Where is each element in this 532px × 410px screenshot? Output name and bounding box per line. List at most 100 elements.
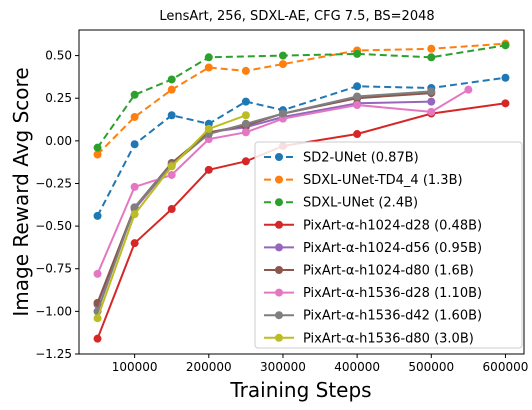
y-tick-label: 0.50 [45, 49, 72, 63]
legend-label: SD2-UNet (0.87B) [303, 151, 419, 166]
legend-label: PixArt-α-h1536-d42 (1.60B) [303, 309, 482, 324]
data-point [204, 53, 213, 62]
data-point [167, 162, 176, 171]
legend-swatch-marker [275, 220, 283, 229]
y-tick-label: 0.25 [45, 91, 72, 105]
plot-area-frame [78, 29, 525, 355]
legend-item: PixArt-α-h1536-d80 (3.0B) [264, 331, 474, 346]
legend-item: PixArt-α-h1024-d80 (1.6B) [264, 264, 474, 279]
data-point [278, 109, 287, 118]
data-point [130, 210, 139, 219]
series-layer [93, 39, 510, 343]
data-point [204, 63, 213, 72]
legend-item: PixArt-α-h1536-d42 (1.60B) [264, 309, 482, 324]
data-point [204, 165, 213, 174]
data-point [353, 130, 362, 139]
legend-swatch-marker [275, 311, 283, 320]
data-point [167, 85, 176, 94]
legend-swatch-marker [275, 153, 283, 161]
legend-label: PixArt-α-h1024-d80 (1.6B) [303, 264, 474, 279]
x-axis-title: Training Steps [229, 378, 371, 402]
data-point [241, 157, 250, 166]
legend-swatch-marker [275, 266, 283, 274]
y-axis-title: Image Reward Avg Score [9, 67, 33, 316]
data-point [501, 73, 510, 82]
x-tick-label: 200000 [186, 360, 232, 374]
legend-label: SDXL-UNet-TD4_4 (1.3B) [303, 173, 463, 188]
series-8 [93, 87, 436, 316]
legend-label: SDXL-UNet (2.4B) [303, 196, 418, 211]
data-point [278, 51, 287, 60]
y-tick-label: −1.00 [35, 304, 72, 318]
legend-swatch-marker [275, 198, 283, 207]
y-tick-label: −0.25 [35, 176, 72, 190]
y-tick-label: 0.00 [45, 134, 72, 148]
data-point [130, 112, 139, 121]
data-point [353, 101, 362, 110]
data-point [241, 111, 250, 120]
legend-item: PixArt-α-h1024-d28 (0.48B) [264, 218, 482, 233]
data-point [427, 44, 436, 53]
data-point [278, 60, 287, 69]
data-point [427, 97, 436, 106]
legend-label: PixArt-α-h1024-d28 (0.48B) [303, 218, 482, 233]
chart-title: LensArt, 256, SDXL-AE, CFG 7.5, BS=2048 [159, 9, 434, 24]
data-point [130, 140, 139, 149]
x-tick-label: 300000 [260, 360, 306, 374]
legend-label: PixArt-α-h1536-d28 (1.10B) [303, 286, 482, 301]
data-point [241, 66, 250, 75]
data-point [427, 87, 436, 96]
data-point [241, 128, 250, 137]
legend-swatch-marker [275, 333, 283, 342]
x-tick-label: 400000 [334, 360, 380, 374]
data-point [93, 211, 102, 220]
x-tick-label: 100000 [112, 360, 158, 374]
data-point [353, 92, 362, 101]
y-tick-label: −1.25 [35, 347, 72, 361]
series-2 [93, 39, 510, 159]
data-point [93, 314, 102, 323]
data-point [353, 82, 362, 91]
legend-label: PixArt-α-h1536-d80 (3.0B) [303, 331, 474, 346]
data-point [241, 119, 250, 128]
data-point [167, 111, 176, 120]
data-point [501, 41, 510, 50]
series-3 [93, 41, 510, 152]
series-9 [93, 111, 250, 323]
legend-label: PixArt-α-h1024-d56 (0.95B) [303, 241, 482, 256]
x-axis: 100000 200000 300000 400000 500000 600000 [112, 354, 529, 374]
data-point [167, 170, 176, 179]
y-axis: −1.25 −1.00 −0.75 −0.50 −0.25 0.00 0.25 0.50 [35, 49, 79, 361]
y-tick-label: −0.75 [35, 262, 72, 276]
data-point [501, 99, 510, 108]
series-7 [93, 85, 473, 278]
data-point [130, 182, 139, 191]
data-point [464, 85, 473, 94]
legend-item: PixArt-α-h1024-d56 (0.95B) [264, 241, 482, 256]
x-tick-label: 500000 [408, 360, 454, 374]
data-point [93, 269, 102, 278]
legend-frame [254, 141, 523, 349]
legend-item: SD2-UNet (0.87B) [264, 151, 419, 166]
legend-item: PixArt-α-h1536-d28 (1.10B) [264, 286, 482, 301]
data-point [353, 49, 362, 58]
x-tick-label: 600000 [483, 360, 529, 374]
series-line [96, 90, 432, 312]
data-point [130, 90, 139, 99]
legend-swatch-marker [275, 288, 283, 297]
series-line [96, 44, 506, 149]
data-point [93, 150, 102, 159]
legend-swatch-marker [275, 243, 283, 252]
legend-item: SDXL-UNet (2.4B) [264, 196, 418, 211]
data-point [93, 334, 102, 343]
legend: SD2-UNet (0.87B) SDXL-UNet-TD4_4 (1.3B) SD… [254, 141, 523, 349]
data-point [427, 107, 436, 116]
data-point [130, 239, 139, 248]
data-point [167, 205, 176, 214]
data-point [130, 203, 139, 212]
data-point [427, 53, 436, 62]
legend-item: SDXL-UNet-TD4_4 (1.3B) [264, 173, 463, 188]
data-point [167, 75, 176, 84]
data-point [93, 143, 102, 152]
